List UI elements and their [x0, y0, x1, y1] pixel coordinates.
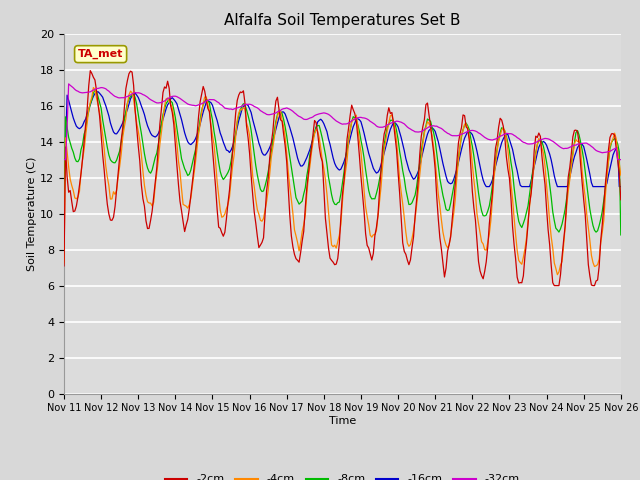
X-axis label: Time: Time: [329, 416, 356, 426]
Legend: -2cm, -4cm, -8cm, -16cm, -32cm: -2cm, -4cm, -8cm, -16cm, -32cm: [161, 470, 524, 480]
Title: Alfalfa Soil Temperatures Set B: Alfalfa Soil Temperatures Set B: [224, 13, 461, 28]
Y-axis label: Soil Temperature (C): Soil Temperature (C): [28, 156, 37, 271]
Text: TA_met: TA_met: [78, 49, 124, 59]
